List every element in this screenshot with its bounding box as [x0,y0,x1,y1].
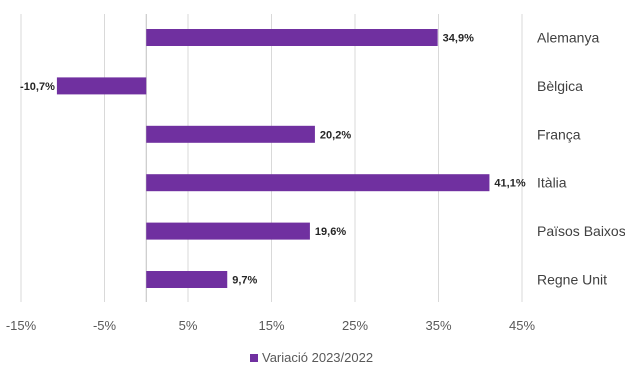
bar [56,77,147,95]
bar [146,125,315,143]
legend-swatch [250,354,258,362]
x-tick-label: 35% [425,318,451,333]
x-tick-label: -5% [93,318,117,333]
x-tick-label: 15% [258,318,284,333]
category-label: Alemanya [537,30,599,46]
data-label: 19,6% [315,226,346,238]
x-tick-layer: -15% -5% 5% 15% 25% 35% 45% [6,318,536,333]
data-label: -10,7% [20,81,55,93]
bar [146,271,228,288]
category-label: Regne Unit [537,272,607,288]
x-tick-label: -15% [6,318,37,333]
bar [146,29,438,46]
data-label: 9,7% [232,275,257,287]
bar [146,174,490,192]
category-label: Itàlia [537,175,567,191]
legend: Variació 2023/2022 [250,350,373,365]
legend-label: Variació 2023/2022 [262,350,373,365]
data-label: 41,1% [494,178,525,190]
category-label-layer: Alemanya Bèlgica França Itàlia Països Baixos… [537,30,625,288]
data-label: 20,2% [320,129,351,141]
category-label: Bèlgica [537,78,583,94]
x-tick-label: 25% [342,318,368,333]
x-tick-label: 5% [179,318,198,333]
data-label-layer: 34,9% -10,7% 20,2% 41,1% 19,6% 9,7% [20,33,526,287]
grid-layer [20,14,523,302]
bar-layer [56,29,490,288]
x-tick-label: 45% [509,318,535,333]
category-label: França [537,126,581,142]
bar [146,222,310,240]
category-label: Països Baixos [537,223,625,239]
data-label: 34,9% [443,33,474,45]
